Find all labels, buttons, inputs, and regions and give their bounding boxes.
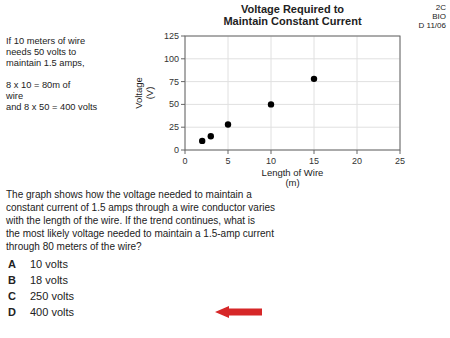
tick-label-x: 0 xyxy=(182,156,187,166)
grid-line-x xyxy=(314,36,315,150)
tick-x xyxy=(228,150,229,154)
tick-label-y: 100 xyxy=(164,54,179,64)
y-axis-label-group: Voltage(V) xyxy=(133,77,155,109)
tick-label-y: 125 xyxy=(164,31,179,41)
point xyxy=(268,101,274,107)
question-line: with the length of the wire. If the tren… xyxy=(5,215,255,226)
corner-note: 2CBIOD 11/06 xyxy=(419,3,447,30)
answer-letter: C xyxy=(8,290,16,302)
axes: 0 5 10 15 20 25 0 25 50 75 100 125 xyxy=(164,31,405,166)
answer-text: 18 volts xyxy=(30,274,68,286)
question-line: constant current of 1.5 amps through a w… xyxy=(6,202,275,213)
tick-label-x: 25 xyxy=(395,156,405,166)
grid-line-x xyxy=(228,36,229,150)
side-note: If 10 meters of wireneeds 50 volts tomai… xyxy=(5,36,98,112)
point xyxy=(208,133,214,139)
x-axis-label: Length of Wire(m) xyxy=(262,167,324,188)
grid-line-y xyxy=(185,58,400,59)
grid-line-y xyxy=(185,104,400,105)
points xyxy=(199,76,317,144)
tick-x xyxy=(357,150,358,154)
tick-label-x: 5 xyxy=(225,156,230,166)
question-line: The graph shows how the voltage needed t… xyxy=(6,189,252,200)
tick-y xyxy=(181,36,185,37)
tick-x xyxy=(314,150,315,154)
title: Voltage Required toMaintain Constant Cur… xyxy=(223,3,361,27)
grid-line-y xyxy=(185,81,400,82)
tick-x xyxy=(185,150,186,154)
answer-letter: B xyxy=(8,274,16,286)
y-axis-label: Voltage(V) xyxy=(133,77,155,109)
answer-text: 400 volts xyxy=(30,306,75,318)
tick-x xyxy=(400,150,401,154)
answer-letter: D xyxy=(8,306,16,318)
grid-line-y xyxy=(185,127,400,128)
point xyxy=(311,76,317,82)
tick-x xyxy=(271,150,272,154)
question-line: through 80 meters of the wire? xyxy=(6,241,142,252)
tick-label-y: 25 xyxy=(169,122,179,132)
question-line: the most likely voltage needed to mainta… xyxy=(6,228,274,239)
grid-line-x xyxy=(357,36,358,150)
point xyxy=(225,121,231,127)
tick-label-y: 0 xyxy=(174,145,179,155)
point xyxy=(199,138,205,144)
tick-y xyxy=(181,150,185,151)
answer-text: 250 volts xyxy=(30,290,75,302)
tick-y xyxy=(181,81,185,82)
tick-label-x: 10 xyxy=(266,156,276,166)
tick-label-y: 75 xyxy=(169,77,179,87)
plot-frame xyxy=(185,36,400,150)
chart-root: 0 5 10 15 20 25 0 25 50 75 100 125 Voltage Required … xyxy=(0,0,450,338)
answer-letter: A xyxy=(8,258,16,270)
chart: 0 5 10 15 20 25 0 25 50 75 100 125 Voltage Required … xyxy=(0,0,450,338)
grid-line-x xyxy=(271,36,272,150)
tick-y xyxy=(181,104,185,105)
answer-arrow xyxy=(215,306,262,318)
grid xyxy=(185,36,400,150)
tick-label-y: 50 xyxy=(169,99,179,109)
tick-y xyxy=(181,127,185,128)
tick-label-x: 20 xyxy=(352,156,362,166)
tick-label-x: 15 xyxy=(309,156,319,166)
answer-text: 10 volts xyxy=(30,258,68,270)
tick-y xyxy=(181,58,185,59)
